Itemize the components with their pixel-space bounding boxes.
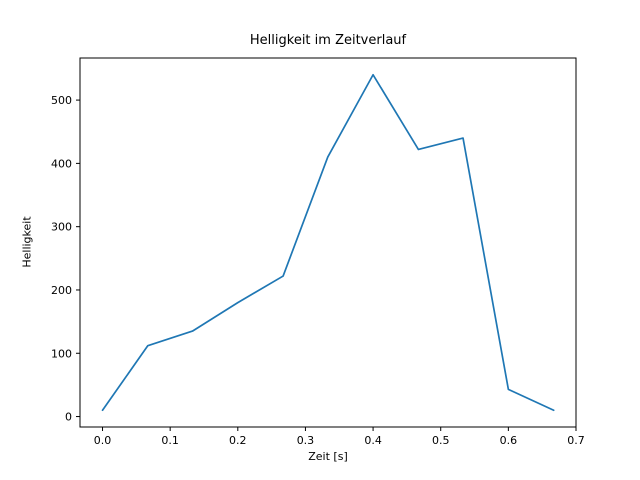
x-tick-label: 0.0 bbox=[94, 434, 112, 447]
x-tick-label: 0.2 bbox=[229, 434, 247, 447]
y-tick-label: 100 bbox=[51, 347, 72, 360]
y-axis-label: Helligkeit bbox=[20, 216, 34, 268]
chart-title: Helligkeit im Zeitverlauf bbox=[249, 33, 407, 48]
x-tick-label: 0.5 bbox=[432, 434, 450, 447]
x-tick-label: 0.1 bbox=[161, 434, 179, 447]
y-tick-label: 400 bbox=[51, 157, 72, 170]
x-tick-label: 0.3 bbox=[297, 434, 315, 447]
axes-spines bbox=[79, 57, 577, 428]
y-tick-label: 0 bbox=[65, 411, 72, 424]
x-axis-label: Zeit [s] bbox=[308, 450, 348, 463]
y-tick-label: 500 bbox=[51, 94, 72, 107]
x-tick-label: 0.4 bbox=[364, 434, 382, 447]
y-tick-label: 200 bbox=[51, 284, 72, 297]
y-tick-label: 300 bbox=[51, 221, 72, 234]
x-tick-label: 0.6 bbox=[500, 434, 518, 447]
data-line-helligkeit bbox=[101, 73, 555, 412]
x-tick-label: 0.7 bbox=[567, 434, 585, 447]
